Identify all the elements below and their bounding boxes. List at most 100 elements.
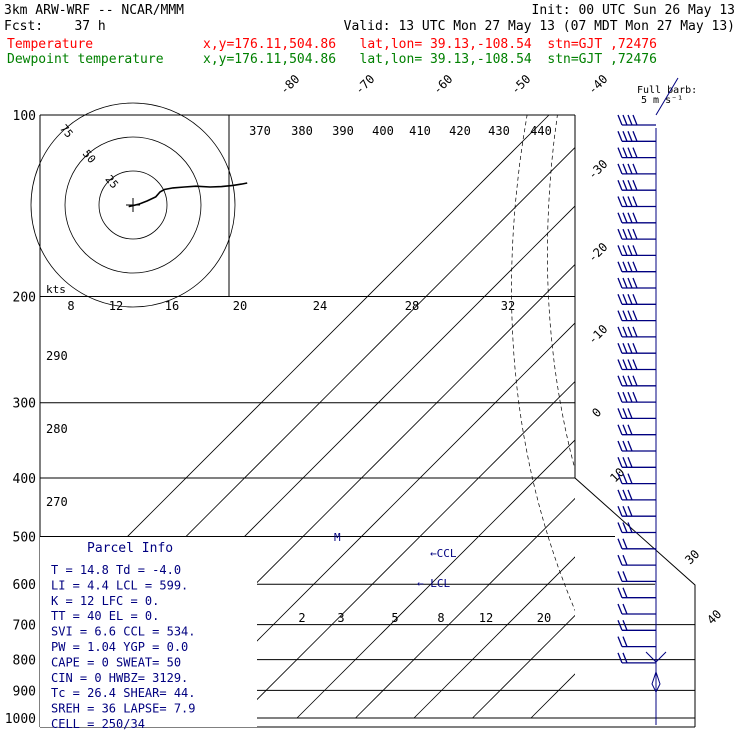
wind-barb bbox=[617, 375, 656, 387]
wind-barb-flag bbox=[622, 196, 628, 207]
isotherm-line bbox=[648, 115, 740, 718]
dry-adiabat-line bbox=[647, 115, 740, 731]
theta-label: 430 bbox=[488, 124, 510, 138]
wind-barb-flag bbox=[617, 212, 623, 224]
wind-barb bbox=[617, 310, 656, 322]
barb-legend-line2: 5 m s⁻¹ bbox=[641, 95, 683, 106]
parcel-info-row: CELL = 250/34 bbox=[51, 717, 145, 731]
dry-adiabat-line bbox=[679, 115, 740, 731]
wind-barb-flag bbox=[622, 473, 628, 484]
wind-barb-flag bbox=[617, 391, 623, 403]
wind-barb bbox=[617, 457, 656, 468]
location-info-temp: x,y=176.11,504.86 lat,lon= 39.13,-108.54… bbox=[203, 37, 657, 52]
wind-barb bbox=[617, 424, 656, 436]
wind-barb-flag bbox=[622, 408, 628, 419]
init-time: Init: 00 UTC Sun 26 May 13 bbox=[532, 3, 736, 18]
wind-barb-flag bbox=[627, 131, 633, 142]
wind-barb-flag bbox=[622, 554, 628, 566]
wind-barb-flag bbox=[622, 538, 628, 550]
wind-barb-flag bbox=[617, 245, 623, 256]
dry-adiabat-line bbox=[582, 115, 740, 731]
hodograph-ring-label: 25 bbox=[102, 173, 120, 192]
wind-barb-flag bbox=[622, 440, 628, 452]
wind-barb-flag bbox=[622, 294, 628, 305]
mixing-ratio-label: 20 bbox=[537, 611, 551, 625]
hodograph-units: kts bbox=[46, 283, 66, 296]
wind-barb-flag bbox=[627, 310, 633, 321]
wind-barb-flag bbox=[622, 652, 628, 664]
moist-adiabat-line bbox=[697, 290, 740, 731]
isotherm-label: 40 bbox=[704, 607, 724, 627]
parcel-info-row: PW = 1.04 YGP = 0.0 bbox=[51, 640, 188, 654]
wind-barb-flag bbox=[627, 228, 633, 240]
theta-label: 280 bbox=[46, 422, 68, 436]
wind-barb-flag bbox=[632, 245, 638, 256]
wind-barb-flag bbox=[632, 359, 638, 370]
hodograph-trace bbox=[128, 182, 248, 208]
wind-barb bbox=[617, 245, 656, 257]
hodograph-ring-label: 50 bbox=[80, 147, 98, 166]
model-title: 3km ARW-WRF -- NCAR/MMM bbox=[4, 3, 184, 18]
parcel-info-row: T = 14.8 Td = -4.0 bbox=[51, 563, 181, 577]
wind-barb-flag bbox=[617, 505, 623, 517]
pressure-label: 100 bbox=[13, 109, 36, 124]
wind-barb-flag bbox=[627, 147, 633, 158]
wind-barb-flag bbox=[617, 440, 623, 452]
moist-adiabat-line bbox=[646, 290, 740, 731]
pressure-label: 300 bbox=[13, 397, 36, 412]
wind-barb bbox=[617, 359, 656, 371]
mixing-ratio-line bbox=[715, 584, 740, 718]
wind-barb-flag bbox=[622, 522, 628, 533]
right-boundary bbox=[574, 477, 696, 727]
wind-barb-flag bbox=[632, 310, 638, 321]
theta-label: 420 bbox=[449, 124, 471, 138]
wind-barb-flag bbox=[622, 277, 628, 289]
mixing-ratio-label: 20 bbox=[233, 299, 247, 313]
wind-barb-flag bbox=[617, 375, 623, 387]
wind-barb bbox=[617, 261, 656, 273]
mixing-ratio-label: 24 bbox=[313, 299, 327, 313]
theta-label: 400 bbox=[372, 124, 394, 138]
pressure-label: 400 bbox=[13, 472, 36, 487]
parcel-info-background bbox=[40, 537, 257, 727]
wind-barb-flag bbox=[632, 261, 638, 272]
mixing-ratio-label: 12 bbox=[479, 611, 493, 625]
wind-barb bbox=[617, 131, 656, 142]
wind-barb-flag bbox=[622, 457, 628, 468]
wind-barb bbox=[617, 179, 656, 191]
isotherm-line bbox=[413, 556, 575, 719]
wind-barb bbox=[617, 571, 656, 583]
ccl-marker: ←CCL bbox=[430, 547, 457, 560]
wind-barb bbox=[617, 228, 656, 240]
location-info-dew: x,y=176.11,504.86 lat,lon= 39.13,-108.54… bbox=[203, 52, 657, 67]
parcel-info-row: K = 12 LFC = 0. bbox=[51, 594, 159, 608]
wind-barb-flag bbox=[627, 489, 633, 501]
barb-legend-line1: Full barb: bbox=[637, 85, 697, 96]
parcel-info-row: SVI = 6.6 CCL = 534. bbox=[51, 625, 196, 639]
wind-barb-flag bbox=[617, 408, 623, 419]
wind-barb-flag bbox=[622, 147, 628, 158]
mixing-ratio-label: 12 bbox=[109, 299, 123, 313]
isotherm-label: -50 bbox=[508, 72, 533, 97]
wind-barb-flag bbox=[617, 114, 623, 126]
wind-barb bbox=[617, 538, 656, 550]
wind-barb bbox=[617, 391, 656, 403]
isotherm-line bbox=[530, 673, 575, 719]
wind-barb-flag bbox=[622, 375, 628, 387]
hodograph-ring bbox=[98, 170, 168, 240]
mixing-ratio-label: 2 bbox=[298, 611, 305, 625]
wind-barb-flag bbox=[627, 179, 633, 191]
wind-barb-flag bbox=[632, 179, 638, 191]
hodograph-ring bbox=[30, 102, 236, 308]
wind-barb-flag bbox=[632, 342, 638, 354]
lcl-marker: ← LCL bbox=[417, 577, 450, 590]
theta-label: 290 bbox=[46, 349, 68, 363]
wind-barb-flag bbox=[622, 212, 628, 224]
isotherm-label: 10 bbox=[607, 465, 627, 485]
wind-barb-flag bbox=[622, 359, 628, 370]
wind-barb-flag bbox=[622, 636, 628, 647]
theta-label: 440 bbox=[530, 124, 552, 138]
isotherm-label: 0 bbox=[589, 405, 604, 420]
wind-barb-flag bbox=[622, 228, 628, 240]
